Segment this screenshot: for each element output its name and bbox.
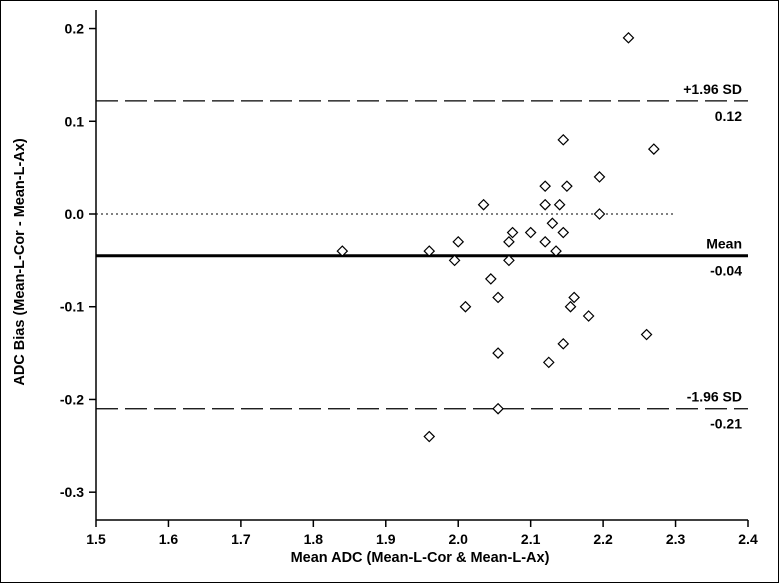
- x-tick-label: 1.5: [86, 531, 106, 547]
- data-point: [503, 254, 515, 267]
- y-tick-label: -0.1: [60, 299, 84, 315]
- x-tick-label: 1.6: [159, 531, 179, 547]
- data-point: [539, 235, 552, 248]
- data-point: [459, 300, 472, 313]
- x-tick-label: 1.8: [304, 531, 324, 547]
- y-tick-label: 0.2: [65, 21, 85, 37]
- data-point: [492, 291, 504, 304]
- y-tick-label: -0.3: [60, 484, 84, 500]
- y-tick-label: 0.0: [65, 206, 85, 222]
- ref-label-lower-limit-value: -0.21: [710, 416, 742, 432]
- data-point: [582, 310, 595, 322]
- data-point: [506, 226, 519, 239]
- data-point: [593, 171, 606, 183]
- data-point: [336, 245, 349, 257]
- x-tick-label: 2.0: [448, 531, 468, 547]
- data-point: [647, 143, 660, 155]
- data-point: [492, 347, 504, 359]
- data-point: [542, 356, 555, 369]
- x-tick-label: 1.7: [231, 531, 251, 547]
- data-point: [550, 245, 562, 257]
- axes: [95, 10, 748, 521]
- y-axis-title: ADC Bias (Mean-L-Cor - Mean-L-Ax): [12, 138, 28, 385]
- y-tick-label: -0.2: [60, 391, 84, 407]
- data-point: [503, 235, 515, 248]
- data-point: [557, 226, 570, 239]
- reference-lines: +1.96 SD 0.12 Mean -0.04 -1.96 SD -0.21: [96, 81, 748, 432]
- data-point: [448, 254, 461, 267]
- ref-label-upper-limit-value: 0.12: [715, 108, 742, 124]
- x-tick-label: 1.9: [376, 531, 396, 547]
- data-point: [593, 208, 606, 220]
- x-tick-label: 2.1: [521, 531, 541, 547]
- x-ticks: 1.5 1.6 1.7 1.8 1.9 2.0 2.1 2.2 2.3 2.4: [86, 520, 758, 547]
- data-points: [336, 31, 660, 443]
- data-point: [484, 273, 497, 285]
- x-tick-label: 2.2: [593, 531, 613, 547]
- data-point: [564, 300, 577, 313]
- data-point: [546, 217, 559, 230]
- data-point: [553, 198, 566, 211]
- ref-label-mean-value: -0.04: [710, 263, 742, 279]
- data-point: [423, 430, 436, 443]
- data-point: [539, 198, 552, 211]
- data-point: [557, 337, 570, 350]
- data-point: [568, 291, 580, 304]
- y-tick-label: 0.1: [65, 113, 85, 129]
- y-ticks: 0.2 0.1 0.0 -0.1 -0.2 -0.3: [60, 21, 96, 500]
- data-point: [452, 235, 465, 248]
- data-point: [492, 402, 504, 415]
- ref-label-mean-top: Mean: [706, 236, 742, 252]
- data-point: [539, 180, 552, 193]
- data-point: [423, 245, 436, 257]
- data-point: [524, 226, 537, 239]
- x-axis-title: Mean ADC (Mean-L-Cor & Mean-L-Ax): [291, 550, 550, 566]
- data-point: [557, 133, 570, 146]
- data-point: [561, 180, 573, 193]
- ref-label-lower-limit-top: -1.96 SD: [687, 389, 742, 405]
- data-point: [640, 328, 653, 341]
- x-tick-label: 2.4: [738, 531, 758, 547]
- data-point: [622, 31, 635, 44]
- data-point: [477, 198, 490, 211]
- ref-label-upper-limit-top: +1.96 SD: [683, 81, 742, 97]
- x-tick-label: 2.3: [666, 531, 686, 547]
